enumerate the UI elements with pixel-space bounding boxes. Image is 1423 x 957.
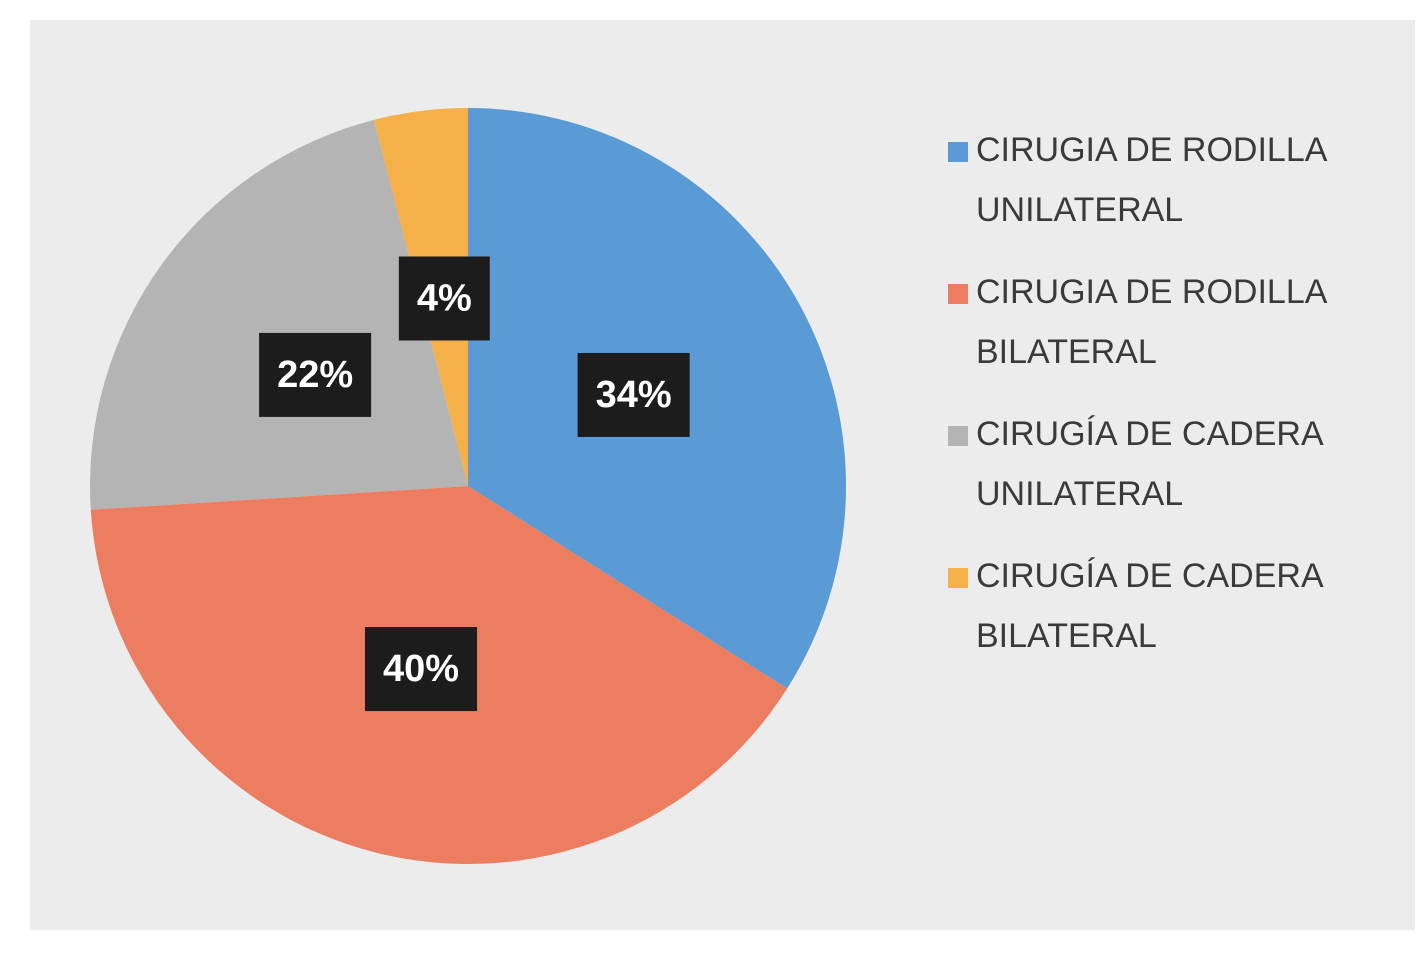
data-label-text: 22% xyxy=(277,354,353,396)
data-label: 22% xyxy=(259,332,372,417)
legend-item: CIRUGÍA DE CADERA BILATERAL xyxy=(938,546,1386,666)
legend: CIRUGIA DE RODILLA UNILATERAL CIRUGIA DE … xyxy=(938,120,1408,688)
legend-item: CIRUGÍA DE CADERA UNILATERAL xyxy=(938,404,1386,524)
legend-item: CIRUGIA DE RODILLA UNILATERAL xyxy=(938,120,1386,240)
data-label: 4% xyxy=(398,256,490,341)
label-box xyxy=(259,332,372,417)
data-label: 34% xyxy=(577,352,690,437)
chart-area: 34% 40% 22% 4% CIRUGIA DE RODILLA UNILATERA… xyxy=(30,20,1415,930)
label-box xyxy=(364,627,478,712)
data-label-text: 4% xyxy=(417,278,472,320)
legend-swatch xyxy=(948,568,968,588)
legend-label: CIRUGIA DE RODILLA UNILATERAL xyxy=(976,131,1326,229)
data-label-text: 40% xyxy=(383,648,459,690)
legend-label: CIRUGIA DE RODILLA BILATERAL xyxy=(976,273,1326,371)
legend-item: CIRUGIA DE RODILLA BILATERAL xyxy=(938,262,1386,382)
label-box xyxy=(577,352,690,437)
label-box xyxy=(398,256,490,341)
legend-swatch xyxy=(948,142,968,162)
legend-swatch xyxy=(948,284,968,304)
data-label-text: 34% xyxy=(596,374,672,416)
data-label: 40% xyxy=(364,627,478,712)
legend-label: CIRUGÍA DE CADERA BILATERAL xyxy=(976,557,1322,655)
legend-swatch xyxy=(948,426,968,446)
pie-chart: 34% 40% 22% 4% xyxy=(89,108,846,864)
legend-label: CIRUGÍA DE CADERA UNILATERAL xyxy=(976,415,1322,513)
pie-slice xyxy=(89,119,468,510)
